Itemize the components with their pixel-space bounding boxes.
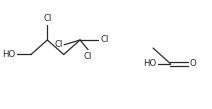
Text: Cl: Cl <box>43 14 52 23</box>
Text: O: O <box>189 59 196 68</box>
Text: HO: HO <box>2 50 16 59</box>
Text: Cl: Cl <box>100 35 109 44</box>
Text: HO: HO <box>144 59 157 68</box>
Text: Cl: Cl <box>84 52 92 61</box>
Text: Cl: Cl <box>55 40 63 49</box>
